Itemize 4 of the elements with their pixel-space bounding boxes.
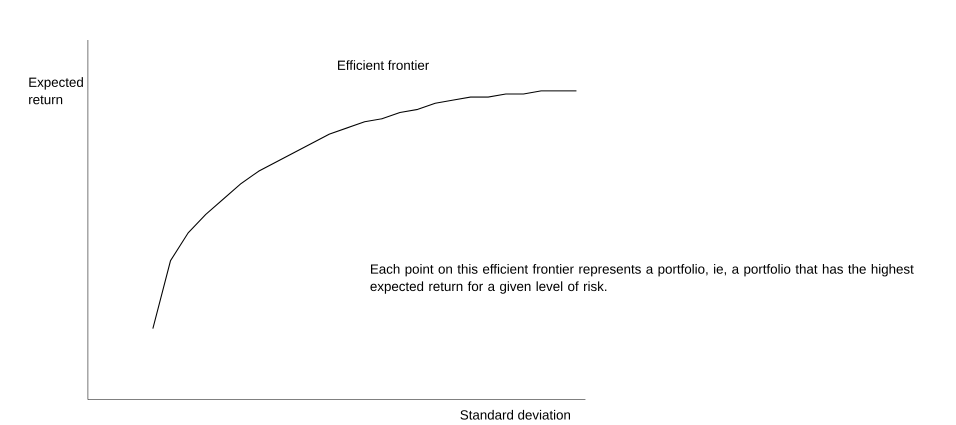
annotation: Each point on this efficient frontier represents a portfolio, ie, a portfolio that has the highest expected return for a given level of risk. [370, 264, 914, 294]
y-axis-title: Expected return [29, 77, 83, 104]
x-axis-title: Standard deviation [460, 410, 570, 420]
text: Efficient frontier [338, 60, 430, 70]
